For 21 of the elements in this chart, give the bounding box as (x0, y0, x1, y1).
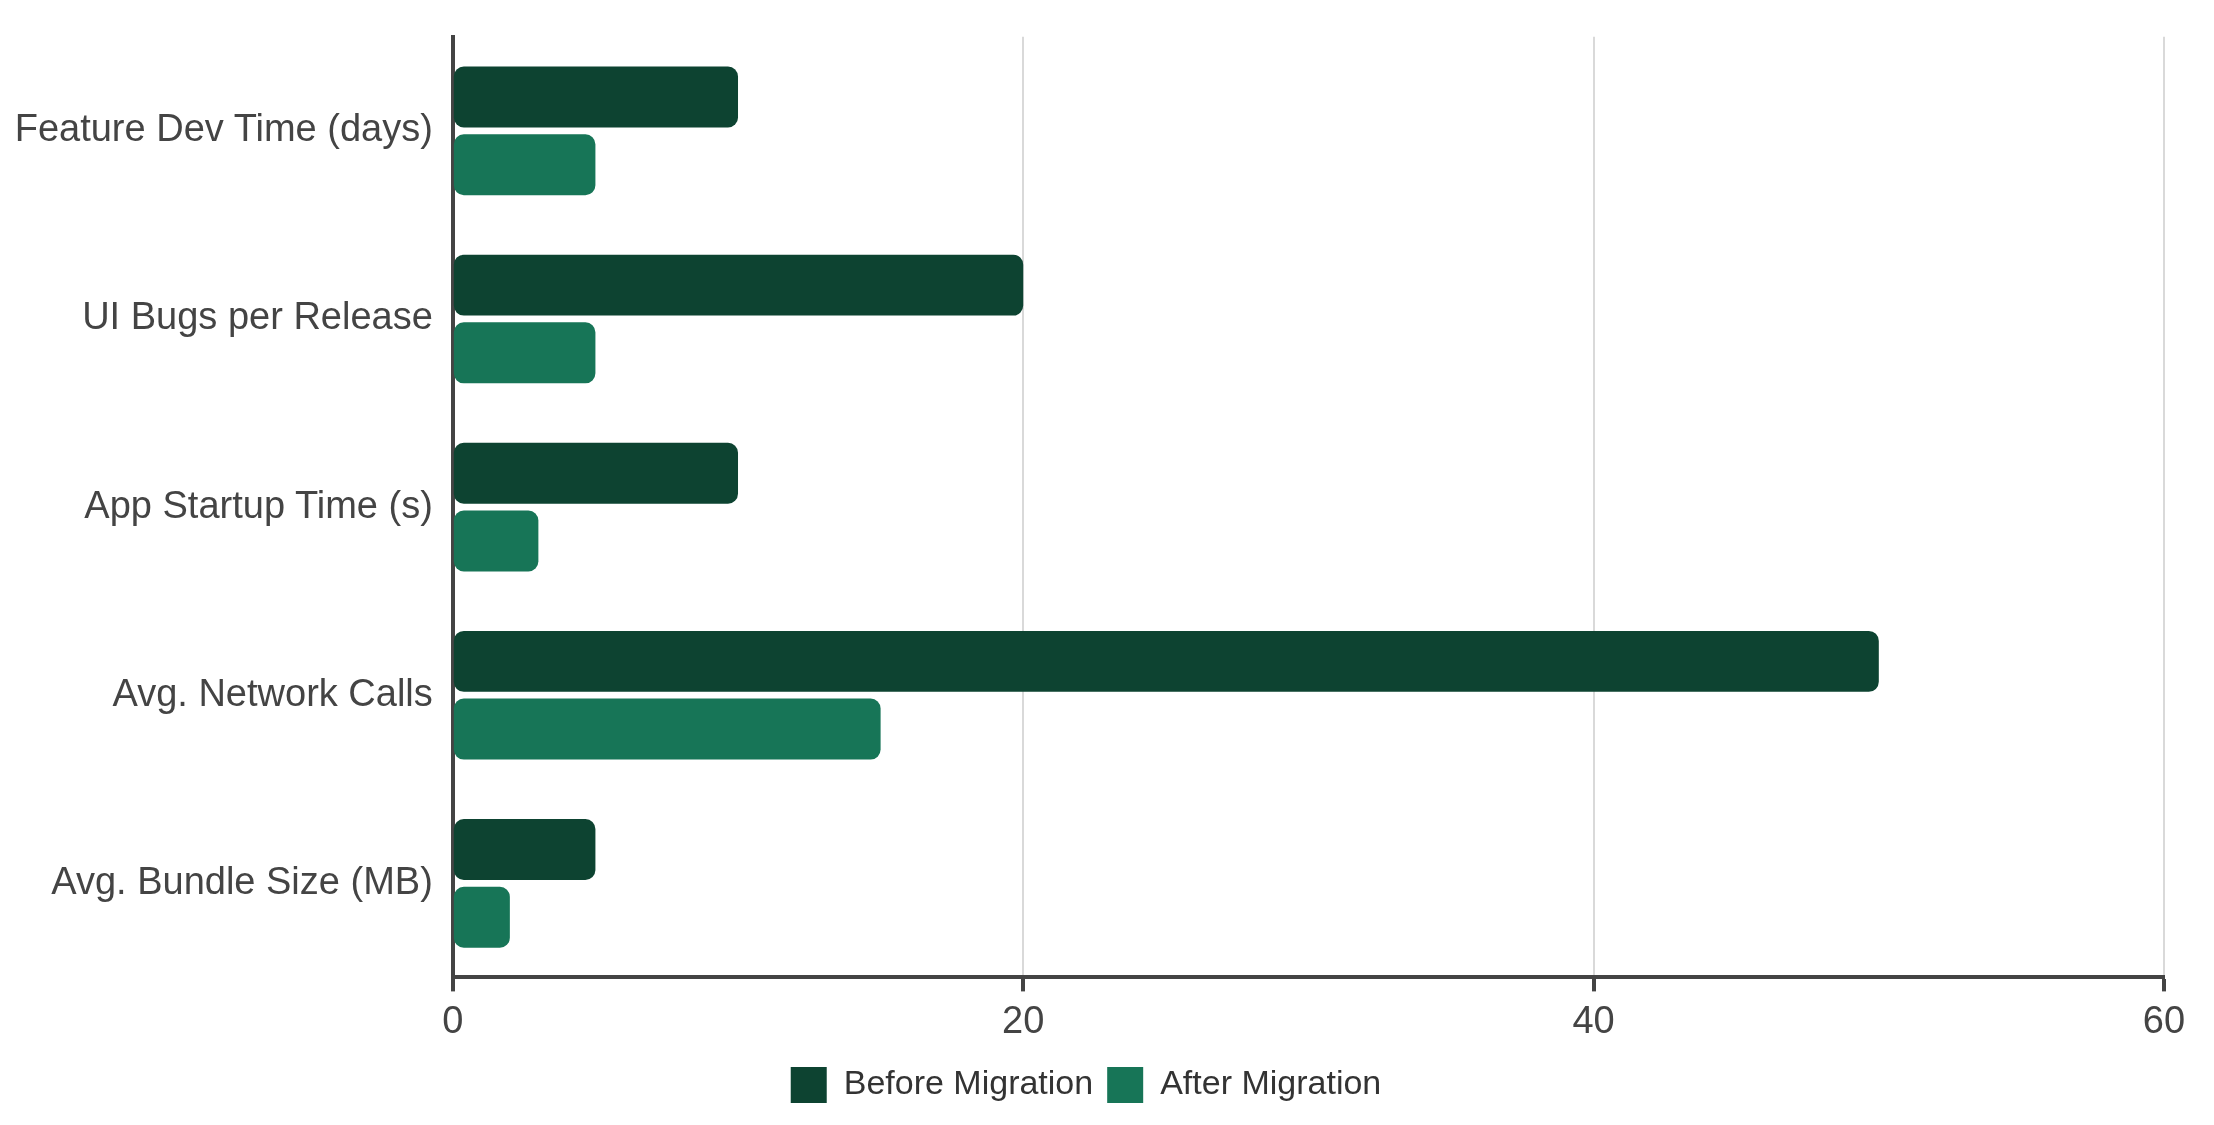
bar (453, 510, 539, 572)
x-tick-label: 60 (2142, 998, 2186, 1041)
bar (453, 819, 596, 880)
y-tick-label: Avg. Bundle Size (MB) (51, 859, 433, 902)
bar (453, 442, 739, 504)
legend-label: Before Migration (843, 1063, 1094, 1102)
bar (453, 134, 596, 196)
bar (453, 254, 1024, 316)
bar (453, 886, 510, 948)
x-tick-label: 20 (1002, 998, 1045, 1041)
x-tick-label: 0 (442, 998, 464, 1041)
y-tick-label: Feature Dev Time (days) (14, 107, 433, 150)
bar (453, 322, 596, 384)
y-tick-label: Avg. Network Calls (112, 671, 433, 714)
bar (453, 698, 881, 760)
x-tick-label: 40 (1572, 998, 1615, 1041)
bar (453, 630, 1879, 692)
y-tick-label: UI Bugs per Release (82, 295, 433, 338)
legend-label: After Migration (1160, 1063, 1382, 1102)
y-tick-label: App Startup Time (s) (84, 483, 433, 526)
bar (453, 66, 739, 128)
